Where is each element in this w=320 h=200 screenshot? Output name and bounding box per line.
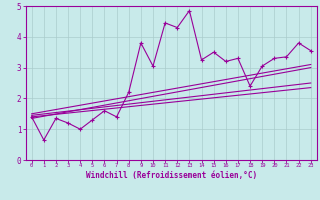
- X-axis label: Windchill (Refroidissement éolien,°C): Windchill (Refroidissement éolien,°C): [86, 171, 257, 180]
